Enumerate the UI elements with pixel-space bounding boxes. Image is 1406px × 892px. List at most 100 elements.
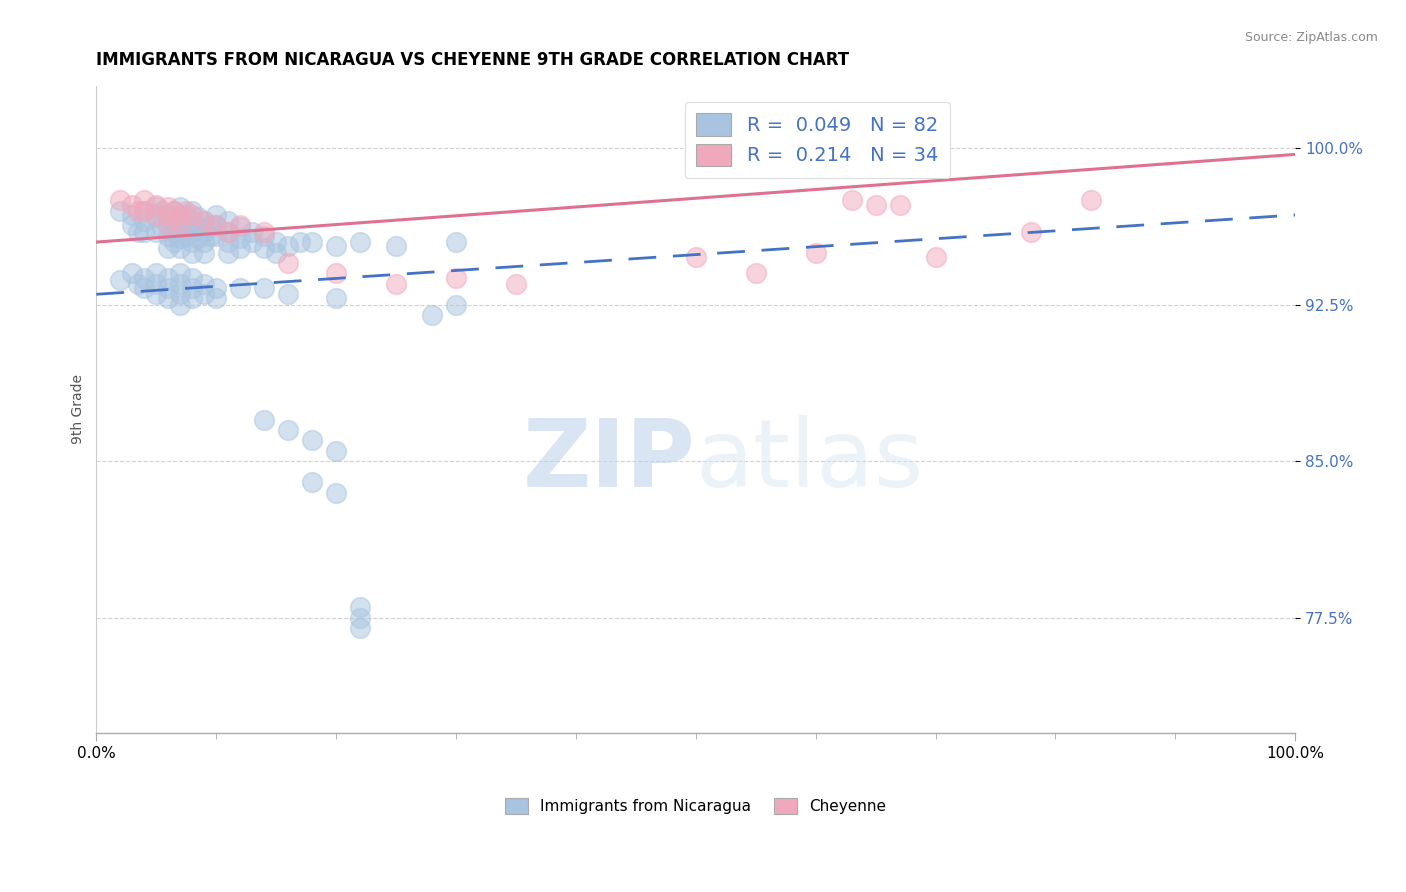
Point xyxy=(157,241,180,255)
Point xyxy=(163,214,186,228)
Point xyxy=(169,219,191,233)
Point xyxy=(134,194,156,208)
Point xyxy=(205,292,228,306)
Point xyxy=(277,239,299,253)
Point xyxy=(169,231,191,245)
Point xyxy=(420,308,443,322)
Point xyxy=(181,245,204,260)
Point xyxy=(325,267,347,281)
Point xyxy=(217,225,239,239)
Point xyxy=(187,220,209,235)
Point xyxy=(121,208,143,222)
Point xyxy=(205,228,228,243)
Point xyxy=(349,600,371,615)
Point xyxy=(325,239,347,253)
Point xyxy=(169,241,191,255)
Point xyxy=(121,219,143,233)
Point xyxy=(193,235,215,249)
Point xyxy=(301,235,323,249)
Point xyxy=(174,228,197,243)
Point xyxy=(217,225,239,239)
Point xyxy=(253,281,276,295)
Point xyxy=(169,220,191,235)
Point xyxy=(127,225,149,239)
Point xyxy=(349,621,371,635)
Point xyxy=(325,485,347,500)
Point xyxy=(121,197,143,211)
Point xyxy=(685,250,707,264)
Point xyxy=(181,281,204,295)
Point xyxy=(253,225,276,239)
Point xyxy=(264,235,287,249)
Point xyxy=(134,281,156,295)
Point xyxy=(187,210,209,224)
Point xyxy=(205,219,228,233)
Point xyxy=(301,434,323,448)
Point xyxy=(145,200,167,214)
Point xyxy=(127,277,149,291)
Point xyxy=(804,245,827,260)
Point xyxy=(157,228,180,243)
Point xyxy=(229,220,252,235)
Point xyxy=(174,203,197,218)
Point xyxy=(110,273,132,287)
Point xyxy=(134,225,156,239)
Point xyxy=(325,292,347,306)
Point xyxy=(163,235,186,249)
Point xyxy=(385,239,408,253)
Point xyxy=(181,270,204,285)
Point xyxy=(157,219,180,233)
Text: IMMIGRANTS FROM NICARAGUA VS CHEYENNE 9TH GRADE CORRELATION CHART: IMMIGRANTS FROM NICARAGUA VS CHEYENNE 9T… xyxy=(97,51,849,69)
Point xyxy=(193,225,215,239)
Point xyxy=(349,235,371,249)
Point xyxy=(181,235,204,249)
Point xyxy=(277,256,299,270)
Point xyxy=(163,203,186,218)
Point xyxy=(134,203,156,218)
Point xyxy=(187,231,209,245)
Point xyxy=(240,235,263,249)
Point xyxy=(157,200,180,214)
Point xyxy=(145,287,167,301)
Point xyxy=(145,225,167,239)
Point xyxy=(193,214,215,228)
Point xyxy=(127,203,149,218)
Point xyxy=(505,277,527,291)
Point xyxy=(744,267,766,281)
Point xyxy=(385,277,408,291)
Point xyxy=(217,245,239,260)
Point xyxy=(288,235,311,249)
Point xyxy=(200,219,222,233)
Point xyxy=(924,250,946,264)
Point xyxy=(110,203,132,218)
Point xyxy=(1021,225,1043,239)
Point xyxy=(169,200,191,214)
Point xyxy=(200,228,222,243)
Text: atlas: atlas xyxy=(696,415,924,507)
Point xyxy=(253,241,276,255)
Point xyxy=(174,208,197,222)
Point xyxy=(253,412,276,426)
Point xyxy=(181,225,204,239)
Point xyxy=(181,292,204,306)
Point xyxy=(157,208,180,222)
Point xyxy=(181,208,204,222)
Point xyxy=(301,475,323,490)
Point xyxy=(169,298,191,312)
Text: ZIP: ZIP xyxy=(523,415,696,507)
Point xyxy=(229,231,252,245)
Point xyxy=(121,267,143,281)
Legend: Immigrants from Nicaragua, Cheyenne: Immigrants from Nicaragua, Cheyenne xyxy=(499,792,893,821)
Point xyxy=(163,203,186,218)
Point xyxy=(889,197,911,211)
Point xyxy=(444,298,467,312)
Point xyxy=(193,287,215,301)
Point xyxy=(444,235,467,249)
Point xyxy=(217,214,239,228)
Point xyxy=(163,225,186,239)
Point xyxy=(134,214,156,228)
Point xyxy=(145,277,167,291)
Point xyxy=(217,235,239,249)
Point xyxy=(240,225,263,239)
Point xyxy=(134,203,156,218)
